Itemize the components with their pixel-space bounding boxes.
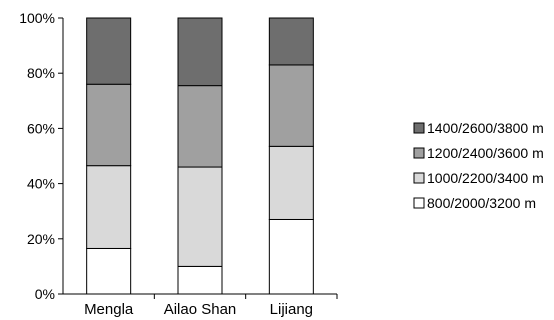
bar-segment [86, 83, 132, 167]
y-tick-labels: 0% 20% 40% 60% 80% 100% [19, 10, 63, 302]
y-tick-label: 100% [19, 10, 55, 26]
legend-label: 1000/2200/3400 m [427, 170, 544, 186]
y-tick-label: 60% [27, 120, 55, 136]
legend-label: 800/2000/3200 m [427, 195, 536, 211]
legend-swatch [413, 197, 425, 209]
legend-swatch [413, 172, 425, 184]
x-tick-label: Lijiang [270, 301, 313, 318]
x-tick-label: Mengla [84, 301, 134, 318]
bar-segment [86, 165, 132, 249]
legend-label: 1400/2600/3800 m [427, 120, 544, 136]
y-tick-label: 0% [35, 286, 55, 302]
bar-segment [177, 85, 223, 168]
x-tick-label: Ailao Shan [164, 301, 237, 318]
y-tick-label: 20% [27, 231, 55, 247]
x-tick-labels: Mengla Ailao Shan Lijiang [84, 294, 338, 318]
bar-segment [177, 265, 223, 295]
legend-swatch [413, 122, 425, 134]
bar-segment [268, 218, 314, 295]
bar-segment [86, 247, 132, 295]
bar-segment [86, 17, 132, 85]
bar-segment [177, 17, 223, 87]
bars-layer [86, 17, 314, 295]
legend: 1400/2600/3800 m 1200/2400/3600 m 1000/220… [413, 120, 544, 211]
y-tick-label: 40% [27, 176, 55, 192]
bar-segment [268, 145, 314, 220]
legend-swatch [413, 147, 425, 159]
bar-segment [268, 17, 314, 66]
y-tick-label: 80% [27, 65, 55, 81]
bar-segment [268, 64, 314, 147]
legend-label: 1200/2400/3600 m [427, 145, 544, 161]
bar-segment [177, 166, 223, 267]
